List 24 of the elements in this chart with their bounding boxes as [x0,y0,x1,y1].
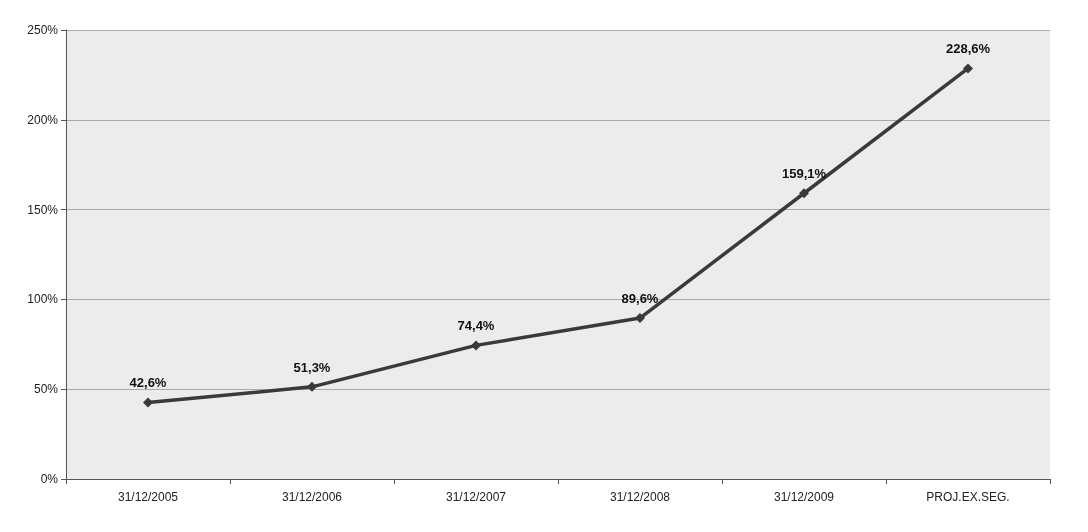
point [471,340,481,351]
x-tick-label: 31/12/2005 [117,490,179,504]
point [635,313,645,324]
x-tick-label: PROJ.EX.SEG. [926,490,1010,504]
x-tick-label: 31/12/2008 [609,490,671,504]
x-tick-label: 31/12/2006 [281,490,343,504]
data-label: 74,4% [457,318,495,334]
point [143,397,153,408]
y-tick-label: 250% [27,23,59,37]
point [307,381,317,392]
data-label: 159,1% [781,166,827,182]
y-tick-label: 50% [33,382,59,397]
data-label: 42,6% [129,375,167,391]
point [963,63,973,74]
y-tick-label: 0% [40,472,59,486]
x-tick-label: 31/12/2009 [773,490,835,504]
data-label: 51,3% [293,359,331,375]
y-tick-label: 100% [27,292,59,307]
y-tick-label: 150% [27,202,59,217]
point [799,188,809,199]
data-label: 89,6% [621,291,659,307]
x-tick-label: 31/12/2007 [445,490,507,504]
data-label: 228,6% [945,41,991,57]
y-tick-label: 200% [27,112,59,127]
